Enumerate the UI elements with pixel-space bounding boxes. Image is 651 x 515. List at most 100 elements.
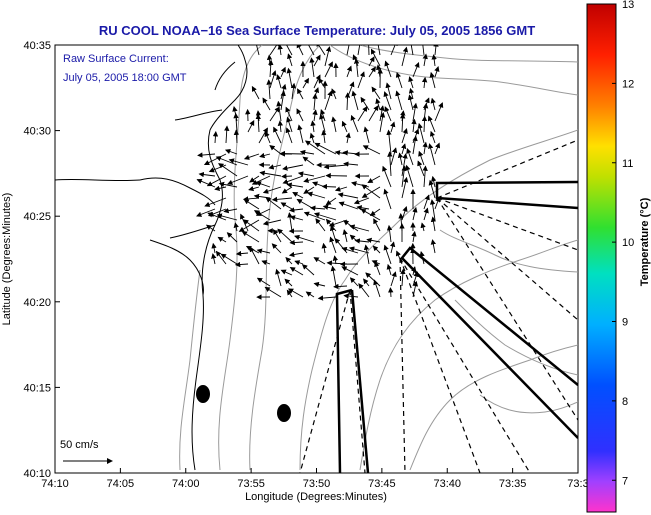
current-vector-arrow	[332, 255, 339, 265]
current-vector-arrow	[313, 74, 321, 89]
current-vector-arrow	[296, 45, 304, 56]
current-vector-arrow	[211, 242, 217, 254]
current-vector-arrow	[249, 175, 260, 183]
current-vector-arrow	[390, 271, 397, 287]
y-tick-label: 40:35	[23, 40, 51, 52]
current-vector-arrow	[422, 45, 425, 56]
coverage-sectors	[335, 180, 578, 473]
current-vector-arrow	[423, 207, 429, 221]
current-vector-arrow	[218, 181, 238, 188]
current-vector-arrow	[261, 260, 271, 266]
current-vector-arrow	[223, 208, 238, 214]
current-vector-arrow	[356, 45, 363, 56]
current-vector-arrow	[243, 199, 260, 210]
current-vector-arrow	[345, 132, 351, 144]
current-vector-arrow	[373, 279, 381, 298]
current-vector-arrow	[373, 218, 381, 232]
colorbar-tick-label: 12	[622, 78, 634, 90]
current-vector-arrow	[363, 126, 370, 144]
current-vector-arrow	[251, 85, 260, 100]
current-vector-arrow	[363, 278, 370, 287]
current-vector-arrow	[401, 165, 407, 188]
current-vector-arrow	[429, 130, 436, 144]
current-vector-arrow	[434, 102, 444, 122]
current-vector-arrow	[341, 266, 359, 276]
current-vector-arrow	[269, 106, 280, 122]
radar-sector-lines	[299, 139, 578, 473]
current-vector-arrow	[356, 205, 370, 211]
current-vector-arrow	[286, 45, 293, 56]
current-vector-arrow	[242, 219, 260, 232]
current-vector-arrow	[346, 65, 352, 78]
current-vector-arrow	[243, 153, 260, 160]
current-vector-arrow	[309, 57, 315, 78]
current-vector-arrow	[401, 153, 408, 177]
current-vector-arrow	[362, 145, 381, 155]
current-vector-arrow	[287, 53, 293, 67]
current-vector-arrow	[417, 122, 425, 144]
current-vector-arrow	[334, 186, 348, 192]
current-vector-arrow	[383, 244, 392, 265]
colorbar-label: Temperature (°C)	[639, 197, 651, 286]
y-tick-label: 40:15	[23, 382, 51, 394]
current-vector-arrow	[227, 175, 249, 185]
current-vector-arrow	[268, 164, 282, 170]
buoy-marker	[196, 385, 210, 403]
current-vector-arrow	[420, 222, 426, 232]
colorbar-tick-label: 8	[622, 396, 628, 408]
current-vector-arrow	[233, 222, 239, 232]
current-vector-arrow	[351, 90, 359, 111]
current-vector-arrow	[388, 287, 394, 298]
current-vector-arrow	[316, 45, 326, 56]
colorbar-tick-label: 11	[622, 158, 633, 170]
current-vector-arrow	[313, 212, 337, 221]
chart-title: RU COOL NOAA−16 Sea Surface Temperature:…	[99, 23, 535, 38]
current-vector-arrow	[395, 90, 403, 111]
current-vector-arrow	[264, 286, 282, 298]
current-vector-arrow	[430, 97, 436, 111]
current-vector-arrow	[247, 120, 255, 133]
current-vector-arrow	[357, 71, 365, 89]
current-vector-arrow	[287, 288, 304, 298]
current-vector-arrow	[302, 156, 315, 166]
y-tick-label: 40:25	[23, 211, 51, 223]
current-vector-arrow	[428, 179, 436, 199]
current-vector-arrow	[383, 188, 392, 210]
y-tick-label: 40:30	[23, 126, 51, 138]
current-vector-arrow	[313, 54, 321, 67]
current-vector-arrow	[224, 125, 230, 144]
x-tick-label: 73:50	[303, 478, 331, 490]
current-vector-arrow	[408, 76, 414, 89]
current-vector-arrow	[343, 293, 359, 299]
current-vector-arrow	[309, 132, 315, 144]
current-vector-arrow	[297, 124, 304, 144]
x-tick-label: 73:55	[237, 478, 265, 490]
current-vector-arrow	[350, 114, 359, 133]
current-vector-arrow	[338, 201, 359, 210]
current-vector-arrow	[384, 106, 392, 122]
current-vector-arrow	[399, 113, 406, 133]
current-vector-arrow	[382, 165, 392, 188]
annotation-line1: Raw Surface Current:	[63, 53, 169, 65]
current-vector-arrow	[292, 191, 304, 199]
x-tick-label: 73:45	[368, 478, 396, 490]
current-vector-arrow	[422, 141, 428, 155]
current-vector-arrow	[417, 160, 425, 177]
x-tick-label: 73:35	[499, 478, 527, 490]
current-vector-arrow	[342, 229, 348, 243]
x-axis-ticks: 74:10 74:05 74:00 73:55 73:50 73:45 73:40 73:35…	[41, 468, 589, 490]
current-vector-arrow	[277, 45, 283, 56]
current-vector-arrow	[294, 234, 315, 243]
current-vector-arrow	[273, 126, 282, 144]
current-vector-arrow	[271, 196, 293, 203]
current-vector-arrow	[434, 142, 441, 155]
current-vector-arrow	[389, 241, 396, 254]
current-vector-arrow	[299, 149, 315, 156]
current-vector-arrow	[280, 66, 286, 78]
current-vector-arrow	[264, 131, 271, 144]
current-vector-arrow	[343, 161, 359, 167]
current-vector-arrow	[407, 94, 414, 111]
current-vector-arrow	[294, 260, 304, 266]
current-vector-arrow	[205, 224, 216, 232]
y-axis-label: Latitude (Degrees:Minutes)	[1, 193, 13, 326]
